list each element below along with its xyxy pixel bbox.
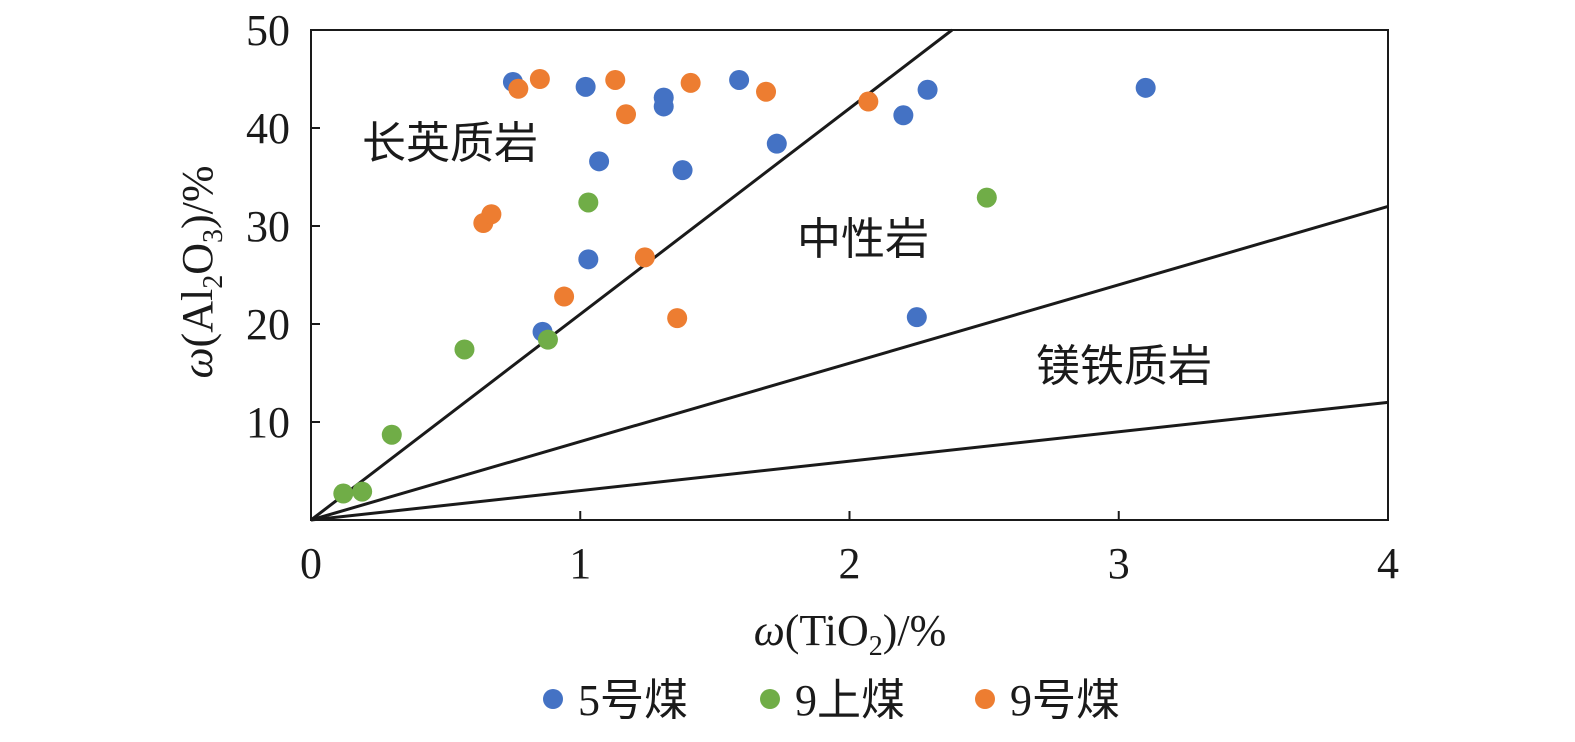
point-series-2-5 <box>858 91 879 112</box>
point-series-2-8 <box>481 204 502 225</box>
point-series-0-11 <box>578 249 599 270</box>
point-series-2-1 <box>529 69 550 89</box>
point-series-2-6 <box>616 104 637 125</box>
point-series-0-4 <box>729 69 750 90</box>
x-axis-title: ω(TiO2)/% <box>754 606 947 662</box>
point-series-1-3 <box>537 329 558 350</box>
point-series-0-9 <box>672 160 693 181</box>
x-tick-label-4: 4 <box>1377 539 1399 588</box>
point-series-1-6 <box>352 481 373 502</box>
point-series-1-5 <box>333 483 354 504</box>
point-series-2-10 <box>554 286 575 307</box>
point-series-0-5 <box>917 79 938 100</box>
point-series-0-6 <box>893 105 914 126</box>
point-series-1-1 <box>976 187 997 208</box>
legend-marker-0 <box>543 689 563 709</box>
point-series-1-0 <box>578 192 599 213</box>
y-tick-label-4: 50 <box>246 6 290 55</box>
legend: 5号煤 9上煤 9号煤 <box>543 676 1120 725</box>
legend-label-1: 9上煤 <box>795 676 905 725</box>
x-tick-label-2: 2 <box>839 539 861 588</box>
point-series-1-2 <box>454 339 475 360</box>
legend-marker-2 <box>975 689 995 709</box>
point-series-2-0 <box>508 78 529 99</box>
y-tick-label-3: 40 <box>246 104 290 153</box>
point-series-0-1 <box>575 76 596 97</box>
x-tick-label-0: 0 <box>300 539 322 588</box>
legend-label-0: 5号煤 <box>578 676 688 725</box>
point-series-0-8 <box>589 151 610 172</box>
point-series-2-4 <box>756 81 777 102</box>
point-series-0-10 <box>766 133 787 154</box>
x-tick-label-1: 1 <box>569 539 591 588</box>
boundary-line-3 <box>310 400 1389 522</box>
region-label-intermediate: 中性岩 <box>797 214 929 265</box>
point-series-2-3 <box>680 72 701 93</box>
legend-label-2: 9号煤 <box>1010 676 1120 725</box>
boundary-lines <box>310 28 1389 522</box>
point-series-2-11 <box>667 308 688 329</box>
region-label-mafic: 镁铁质岩 <box>1036 341 1212 392</box>
legend-marker-1 <box>760 689 780 709</box>
data-points <box>333 69 1156 504</box>
y-tick-label-1: 20 <box>246 300 290 349</box>
x-tick-label-3: 3 <box>1108 539 1130 588</box>
y-tick-label-2: 30 <box>246 202 290 251</box>
point-series-1-4 <box>381 424 402 445</box>
point-series-2-9 <box>634 247 655 268</box>
y-tick-label-0: 10 <box>246 398 290 447</box>
plot-frame <box>310 29 1389 521</box>
y-axis-title: ω(Al2O3)/% <box>173 165 229 378</box>
point-series-0-3 <box>653 96 674 117</box>
point-series-0-13 <box>906 307 927 328</box>
boundary-line-2 <box>310 204 1389 522</box>
point-series-2-2 <box>605 69 626 90</box>
region-label-felsic: 长英质岩 <box>362 118 538 169</box>
point-series-0-7 <box>1135 77 1156 98</box>
boundary-line-1 <box>310 28 953 522</box>
axis-ticks: 0 1 2 3 4 10 20 30 40 50 <box>246 6 1399 588</box>
